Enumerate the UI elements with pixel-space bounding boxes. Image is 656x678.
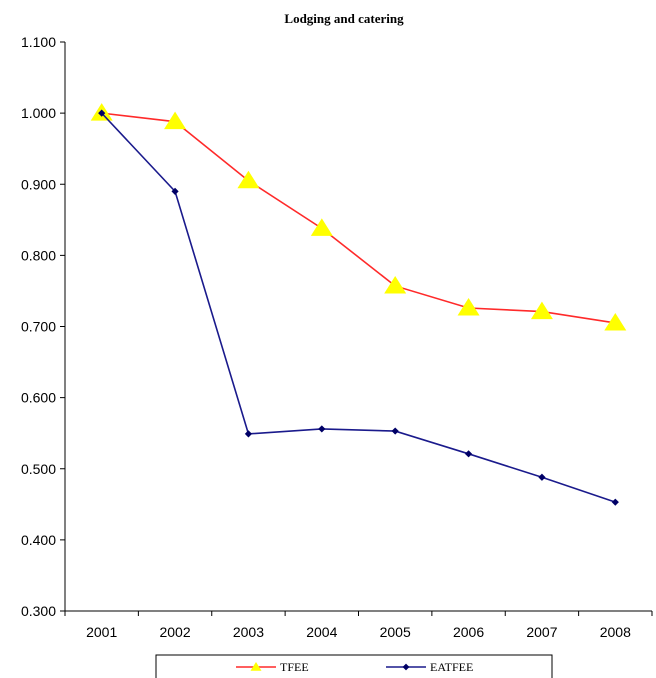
series-line-eatfee [101,112,616,503]
x-tick-label: 2004 [306,624,337,640]
series-group [90,103,627,506]
x-tick-label: 2003 [233,624,264,640]
legend-item-tfee: TFEE [236,660,309,674]
data-point-tfee [604,312,627,331]
data-point-eatfee [611,498,619,506]
y-tick-label: 1.000 [21,105,56,121]
data-point-eatfee [538,473,546,481]
legend-box [155,654,553,678]
data-point-eatfee [244,430,253,438]
x-tick-label: 2008 [600,624,631,640]
data-point-eatfee [171,187,179,195]
data-point-tfee [310,218,333,236]
y-tick-label: 0.800 [21,247,56,263]
y-tick-label: 1.100 [21,34,56,50]
data-point-tfee [384,275,407,294]
axes [64,42,652,612]
legend-label: EATFEE [430,660,473,674]
data-point-eatfee [391,427,399,435]
data-point-tfee [237,170,260,189]
legend-marker [402,663,410,671]
y-tick-label: 0.600 [21,390,56,406]
series-line-tfee [101,112,616,324]
legend-label: TFEE [280,660,309,674]
x-tick-label: 2006 [453,624,484,640]
y-tick-label: 0.500 [21,461,56,477]
data-point-eatfee [464,450,473,458]
y-tick-label: 0.300 [21,603,56,619]
legend-item-eatfee: EATFEE [386,660,473,674]
axis-ticks: 0.300 0.400 0.500 0.600 0.700 0.800 0.900 1.000… [21,34,653,640]
series-tfee [90,103,627,331]
data-point-tfee [457,298,480,316]
x-tick-label: 2001 [86,624,117,640]
data-point-eatfee [318,425,326,433]
x-tick-label: 2002 [159,624,190,640]
legend: TFEE EATFEE [155,654,553,678]
y-tick-label: 0.700 [21,319,56,335]
chart-title: Lodging and catering [284,11,404,26]
data-point-eatfee [98,109,106,117]
series-eatfee [98,109,619,506]
data-point-tfee [530,301,553,320]
legend-marker [250,662,262,671]
y-tick-label: 0.400 [21,532,56,548]
y-tick-label: 0.900 [21,176,56,192]
x-tick-label: 2007 [526,624,557,640]
x-tick-label: 2005 [380,624,411,640]
data-point-tfee [164,111,187,130]
